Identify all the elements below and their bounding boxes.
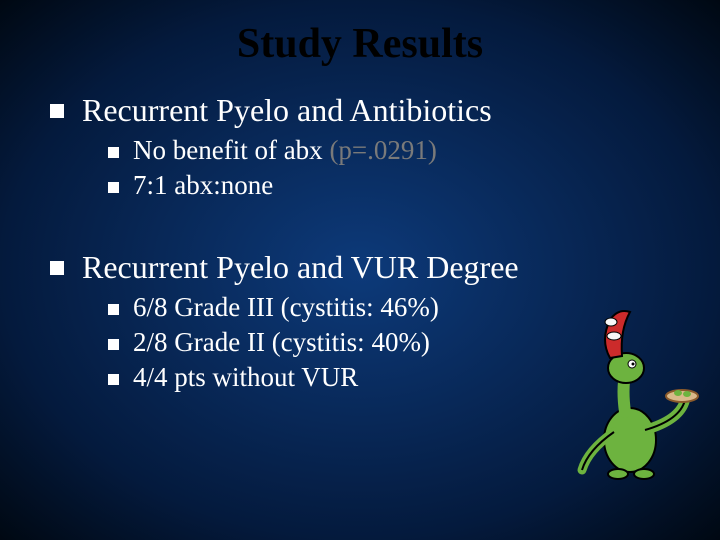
section2-item-0-text: 6/8 Grade III (cystitis: 46%) xyxy=(133,292,439,323)
section1-item-0-muted: (p=.0291) xyxy=(329,135,436,165)
bullet-square-icon xyxy=(108,374,119,385)
section2-item-2-text: 4/4 pts without VUR xyxy=(133,362,358,393)
section1-item-0: No benefit of abx (p=.0291) xyxy=(108,135,670,166)
section1-heading-row: Recurrent Pyelo and Antibiotics xyxy=(50,92,670,129)
section2-heading-row: Recurrent Pyelo and VUR Degree xyxy=(50,249,670,286)
section2-item-1-text: 2/8 Grade II (cystitis: 40%) xyxy=(133,327,430,358)
slide-title: Study Results xyxy=(0,0,720,78)
bullet-square-icon xyxy=(50,104,64,118)
bullet-square-icon xyxy=(108,182,119,193)
bullet-square-icon xyxy=(108,339,119,350)
cartoon-character-illustration xyxy=(570,300,700,480)
bullet-square-icon xyxy=(108,304,119,315)
section1-item-1: 7:1 abx:none xyxy=(108,170,670,201)
section1-item-1-main: 7:1 abx:none xyxy=(133,170,273,200)
section-spacer xyxy=(50,205,670,235)
bullet-square-icon xyxy=(108,147,119,158)
section1-item-0-text: No benefit of abx (p=.0291) xyxy=(133,135,437,166)
section1-item-1-text: 7:1 abx:none xyxy=(133,170,273,201)
section1-heading: Recurrent Pyelo and Antibiotics xyxy=(82,92,492,129)
bullet-square-icon xyxy=(50,261,64,275)
section2-heading: Recurrent Pyelo and VUR Degree xyxy=(82,249,519,286)
section1-item-0-main: No benefit of abx xyxy=(133,135,329,165)
